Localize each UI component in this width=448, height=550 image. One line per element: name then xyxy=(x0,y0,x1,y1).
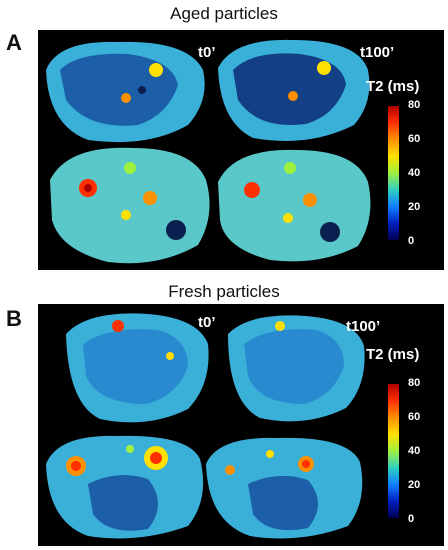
panel-a-colorbar-tick: 20 xyxy=(408,201,421,213)
panel-b-colorbar-tick: 60 xyxy=(408,411,421,423)
panel-b-colorbar-tick: 20 xyxy=(408,479,421,491)
panel-b-letter: B xyxy=(6,306,22,331)
panel-a-colorbar-title: T2 (ms) xyxy=(366,78,420,95)
panel-a-mri-slices xyxy=(46,39,371,264)
panel-b-time-label-t100: t100’ xyxy=(346,318,381,335)
panel-b-image: t0’ t100’ T2 (ms) 80 60 40 20 0 xyxy=(38,304,444,546)
panel-a-time-label-t0: t0’ xyxy=(198,44,216,61)
panel-b-colorbar-tick: 40 xyxy=(408,445,421,457)
panel-b-time-label-t0: t0’ xyxy=(198,314,216,331)
panel-a-title: Aged particles xyxy=(170,4,278,23)
panel-a-colorbar xyxy=(388,106,399,240)
panel-b-colorbar-tick: 80 xyxy=(408,377,421,389)
panel-b-mri-slices xyxy=(46,313,365,539)
panel-b-colorbar-tick: 0 xyxy=(408,513,415,525)
panel-a-colorbar-tick: 40 xyxy=(408,167,421,179)
panel-a-time-label-t100: t100’ xyxy=(360,44,395,61)
panel-b-title: Fresh particles xyxy=(168,282,280,301)
panel-b-colorbar-title: T2 (ms) xyxy=(366,346,420,363)
panel-b-colorbar xyxy=(388,384,399,518)
panel-a-colorbar-tick: 0 xyxy=(408,235,415,247)
panel-a-colorbar-tick: 80 xyxy=(408,99,421,111)
panel-a-letter: A xyxy=(6,30,22,55)
panel-a-image: t0’ t100’ T2 (ms) 80 60 40 20 0 xyxy=(38,30,444,270)
panel-a-colorbar-tick: 60 xyxy=(408,133,421,145)
